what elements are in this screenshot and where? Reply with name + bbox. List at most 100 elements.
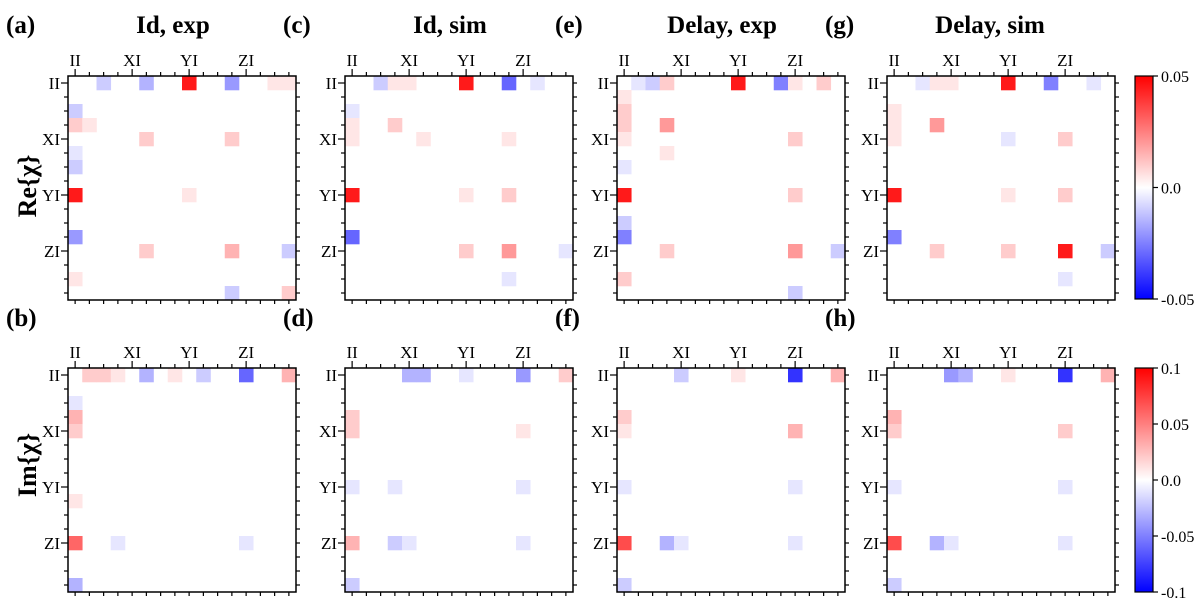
heatmap-cell: [459, 188, 474, 203]
heatmap-cell: [816, 76, 832, 91]
heatmap-cell: [887, 188, 902, 203]
heatmap-cell: [459, 76, 474, 91]
heatmap-cell: [1001, 368, 1016, 383]
heatmap-cell: [345, 118, 360, 133]
y-tick-label: XI: [591, 422, 609, 441]
heatmap-cell: [929, 118, 945, 133]
heatmap-cell: [1058, 368, 1073, 383]
heatmap-cell: [659, 146, 675, 161]
y-tick-label: YI: [42, 186, 60, 205]
heatmap-cell: [416, 368, 431, 383]
heatmap-cell: [345, 480, 360, 495]
heatmap-cell: [530, 76, 545, 91]
heatmap-cell: [617, 410, 632, 425]
heatmap-cell: [68, 272, 83, 287]
heatmap-cell: [617, 90, 632, 105]
colorbar-tick-label: 0.1: [1161, 361, 1181, 378]
x-tick-label: XI: [672, 343, 690, 362]
heatmap-cell: [659, 536, 675, 551]
heatmap-cell: [196, 368, 211, 383]
x-tick-label: ZI: [515, 343, 531, 362]
heatmap-background: [68, 368, 296, 592]
heatmap-cell: [674, 368, 689, 383]
heatmap-cell: [887, 132, 902, 147]
heatmap-panel: (f) II II XI XI YI YI ZI ZI: [555, 305, 849, 596]
heatmap-cell: [345, 104, 360, 119]
heatmap-cell: [788, 132, 803, 147]
heatmap-cell: [617, 216, 632, 231]
heatmap-cell: [1043, 76, 1059, 91]
panel-frame: [886, 367, 1116, 593]
heatmap-cell: [516, 536, 531, 551]
panel-frame: [67, 75, 297, 301]
heatmap-cell: [674, 536, 689, 551]
heatmap-cell: [659, 118, 675, 133]
heatmap-cell: [944, 368, 959, 383]
heatmap-cell: [1058, 188, 1073, 203]
panel-frame: [344, 75, 574, 301]
x-tick-label: XI: [400, 51, 418, 70]
heatmap-cell: [558, 244, 574, 259]
y-tick-label: ZI: [321, 242, 337, 261]
heatmap-panel: (h) II II XI XI YI YI ZI ZI: [825, 305, 1119, 596]
heatmap-cell: [1058, 480, 1073, 495]
heatmap-cell: [345, 424, 360, 439]
heatmap-cell: [1100, 368, 1116, 383]
x-tick-label: ZI: [238, 51, 254, 70]
colorbar: 0.1 0.05 0.0 -0.05 -0.1: [1134, 361, 1194, 602]
panel-frame: [344, 367, 574, 593]
heatmap-cell: [731, 76, 746, 91]
heatmap-cell: [958, 368, 973, 383]
heatmap-cell: [402, 76, 417, 91]
y-tick-label: XI: [861, 130, 879, 149]
x-tick-label: ZI: [787, 51, 803, 70]
heatmap-cell: [617, 118, 632, 133]
panel-letter: (c): [283, 12, 311, 39]
colorbar-tick-label: 0.0: [1161, 473, 1181, 490]
x-tick-label: II: [618, 343, 630, 362]
heatmap-cell: [224, 286, 240, 301]
y-tick-label: YI: [591, 186, 609, 205]
heatmap-cell: [617, 188, 632, 203]
heatmap-cell: [387, 536, 403, 551]
colorbar-bar: [1134, 367, 1154, 593]
heatmap-cell: [281, 76, 297, 91]
heatmap-cell: [830, 244, 846, 259]
heatmap-cell: [1058, 424, 1073, 439]
y-tick-label: YI: [861, 186, 879, 205]
heatmap-cell: [617, 578, 632, 593]
y-tick-label: II: [49, 74, 61, 93]
heatmap-cell: [617, 104, 632, 119]
heatmap-cell: [416, 132, 431, 147]
heatmap-cell: [773, 76, 789, 91]
heatmap-cell: [68, 578, 83, 593]
x-tick-label: YI: [729, 51, 747, 70]
x-tick-label: ZI: [515, 51, 531, 70]
heatmap-cell: [516, 368, 531, 383]
x-tick-label: XI: [123, 51, 141, 70]
heatmap-cell: [182, 76, 197, 91]
colorbar-tick-label: -0.05: [1161, 529, 1194, 546]
y-tick-label: YI: [319, 478, 337, 497]
x-tick-label: YI: [999, 51, 1017, 70]
x-tick-label: XI: [123, 343, 141, 362]
colorbar-tick-label: -0.1: [1161, 585, 1186, 602]
heatmap-cell: [645, 76, 661, 91]
heatmap-cell: [345, 132, 360, 147]
y-tick-label: ZI: [44, 242, 60, 261]
x-tick-label: II: [346, 51, 358, 70]
heatmap-cell: [659, 76, 675, 91]
column-title: Id, exp: [136, 12, 210, 39]
x-tick-label: XI: [672, 51, 690, 70]
y-tick-label: ZI: [863, 534, 879, 553]
heatmap-cell: [1100, 244, 1116, 259]
heatmap-cell: [1001, 244, 1016, 259]
heatmap-cell: [68, 160, 83, 175]
colorbar: 0.05 0.0 -0.05: [1134, 69, 1194, 309]
colorbar-tick-label: 0.05: [1161, 69, 1189, 86]
y-tick-label: YI: [42, 478, 60, 497]
x-tick-label: YI: [457, 51, 475, 70]
y-tick-label: II: [868, 74, 880, 93]
heatmap-cell: [139, 76, 154, 91]
